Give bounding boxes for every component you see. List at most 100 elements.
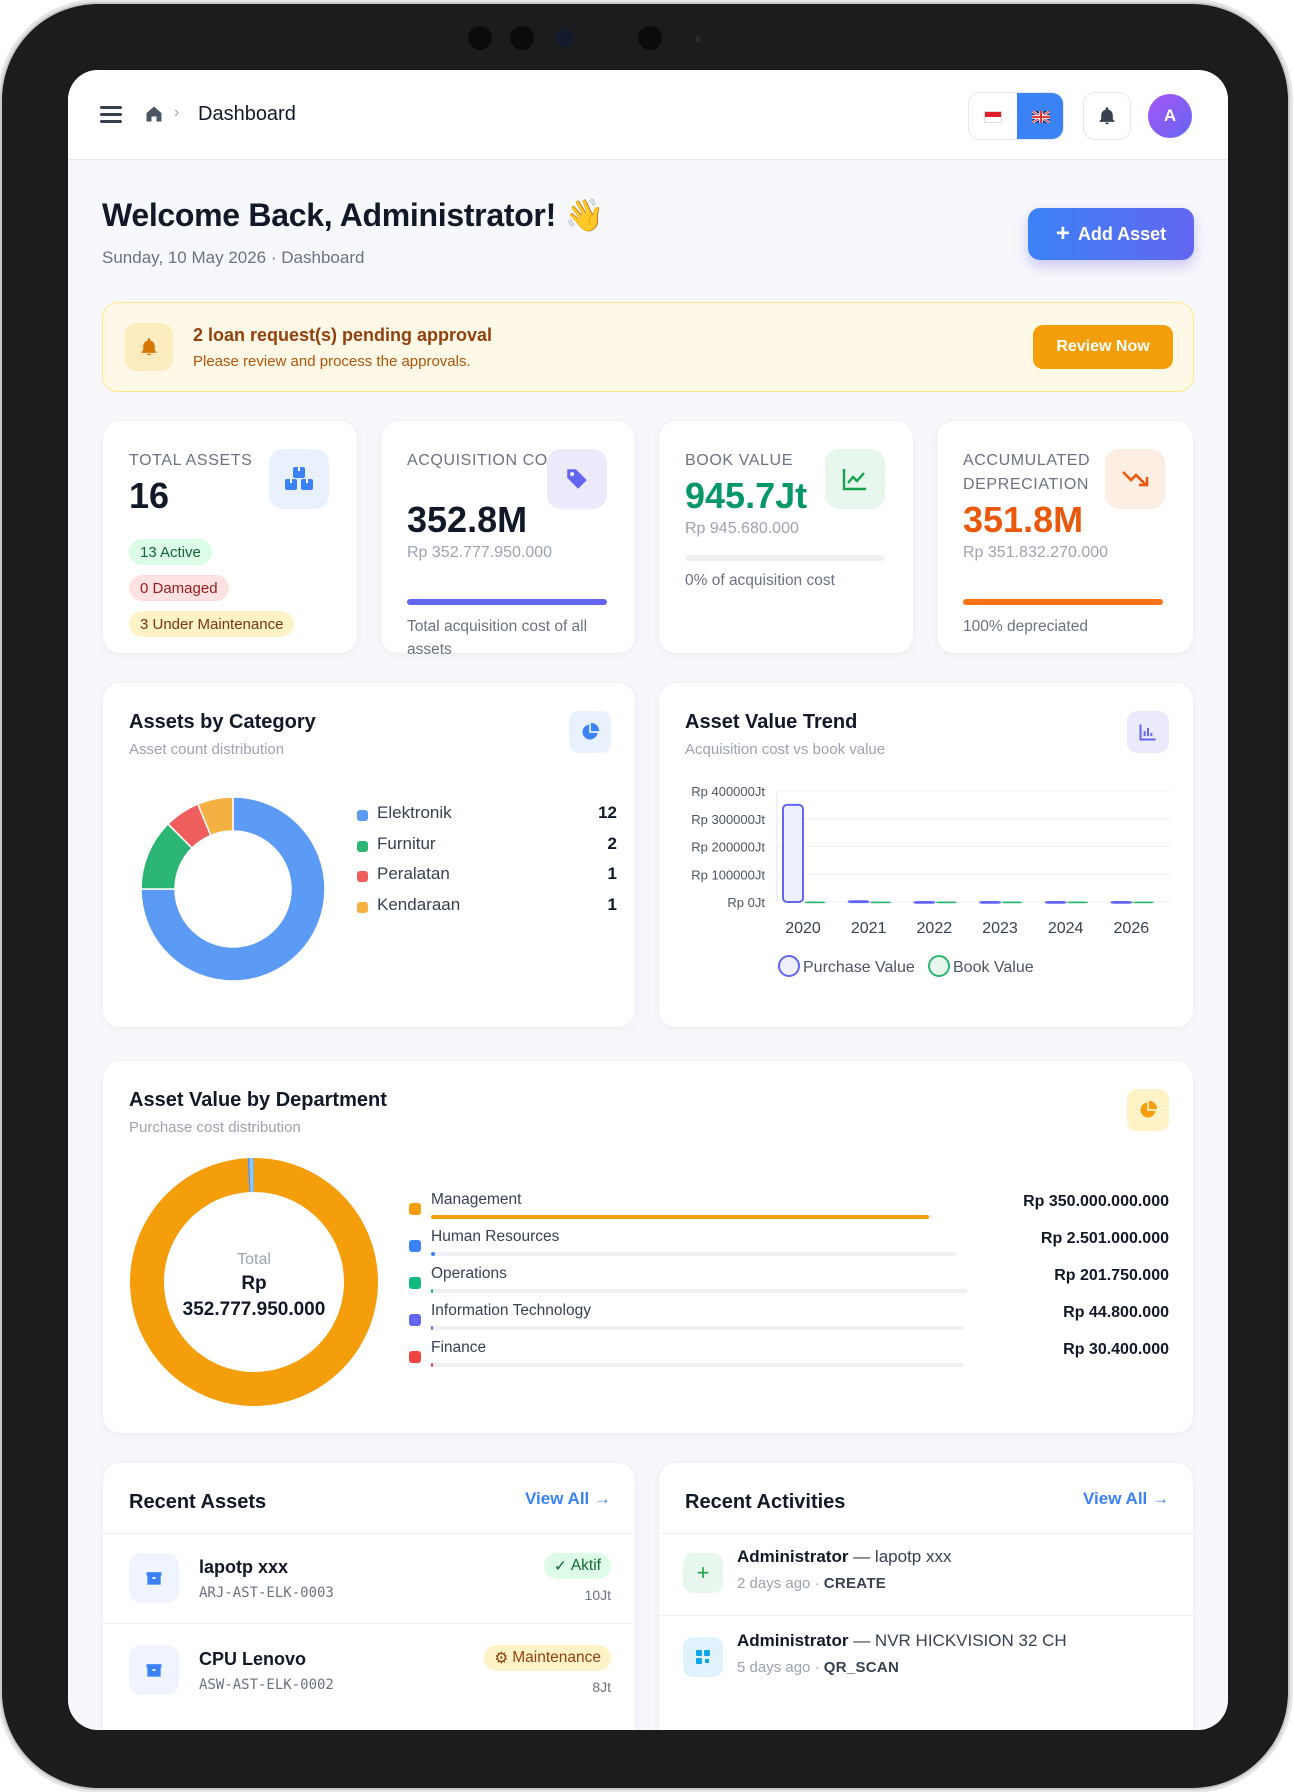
legend-swatch xyxy=(357,840,368,852)
section-title: Recent Activities xyxy=(685,1491,846,1513)
menu-icon[interactable] xyxy=(100,106,122,123)
home-icon[interactable] xyxy=(144,104,164,124)
activity-text: Administrator — lapotp xxx xyxy=(737,1547,951,1567)
stat-value: 352.8M xyxy=(407,499,528,540)
active-chip: 13 Active xyxy=(129,539,212,565)
asset-code: ASW-AST-ELK-0002 xyxy=(199,1677,334,1693)
section-subtitle: Asset count distribution xyxy=(129,741,285,758)
maintenance-chip: 3 Under Maintenance xyxy=(129,611,295,637)
divider xyxy=(103,1533,635,1534)
chart-line-icon xyxy=(825,449,885,509)
trend-down-icon xyxy=(1105,449,1165,509)
assets-by-category-card: Assets by Category Asset count distribut… xyxy=(102,682,636,1028)
legend-swatch xyxy=(357,871,368,882)
x-tick-label: 2023 xyxy=(982,920,1018,937)
total-currency: Rp xyxy=(241,1273,267,1294)
legend-count: 12 xyxy=(598,803,617,822)
page-title: Welcome Back, Administrator! 👋 xyxy=(102,196,604,234)
indonesia-flag-icon xyxy=(984,111,1002,123)
plus-icon: + xyxy=(1055,220,1070,247)
legend-marker xyxy=(778,955,800,977)
department-row: Finance Rp 30.400.000 xyxy=(409,1339,1169,1379)
legend-label: Book Value xyxy=(953,959,1034,976)
bar-book-value xyxy=(870,901,892,904)
user-avatar[interactable]: A xyxy=(1148,94,1192,138)
department-row: Information Technology Rp 44.800.000 xyxy=(409,1302,1169,1342)
pie-chart-icon[interactable] xyxy=(569,711,611,753)
view-all-activities-link[interactable]: View All → xyxy=(1083,1489,1169,1508)
view-all-assets-link[interactable]: View All → xyxy=(525,1489,611,1508)
department-bar-track xyxy=(431,1215,933,1219)
tag-icon xyxy=(547,449,607,509)
status-badge: ⚙ Maintenance xyxy=(484,1645,611,1671)
activity-user: Administrator xyxy=(737,1631,849,1650)
legend-swatch xyxy=(357,810,368,821)
donut-slice xyxy=(196,796,234,837)
department-value: Rp 350.000.000.000 xyxy=(1023,1193,1169,1210)
boxes-icon xyxy=(269,449,329,509)
x-tick-label: 2021 xyxy=(851,920,887,937)
asset-value: 8Jt xyxy=(592,1679,611,1695)
legend-swatch xyxy=(409,1351,421,1363)
camera-sensor xyxy=(638,26,662,50)
bell-icon xyxy=(1099,107,1115,125)
breadcrumb-current: Dashboard xyxy=(198,103,296,125)
language-id-button[interactable] xyxy=(969,93,1017,139)
stat-card-depreciation: ACCUMULATED DEPRECIATION 351.8M Rp 351.8… xyxy=(936,420,1194,654)
date-line: Sunday, 10 May 2026 · Dashboard xyxy=(102,248,364,268)
department-name: Management xyxy=(431,1191,522,1208)
activity-action: CREATE xyxy=(823,1575,887,1592)
progress-bar xyxy=(685,555,885,561)
stat-value: 945.7Jt xyxy=(685,475,808,516)
bar-purchase-value xyxy=(1044,900,1067,904)
legend-item: Furnitur 2 xyxy=(357,834,617,858)
activity-user: Administrator xyxy=(737,1547,849,1566)
activity-meta: 2 days ago · CREATE xyxy=(737,1575,886,1592)
activity-time: 5 days ago xyxy=(737,1659,811,1676)
progress-bar xyxy=(963,599,1163,605)
divider xyxy=(659,1615,1193,1616)
stat-foot: 100% depreciated xyxy=(963,618,1088,635)
pie-chart-icon[interactable] xyxy=(1127,1089,1169,1131)
date-separator: · xyxy=(270,248,277,267)
asset-name[interactable]: CPU Lenovo xyxy=(199,1649,307,1669)
department-bar-track xyxy=(431,1252,956,1256)
language-en-button[interactable] xyxy=(1017,93,1063,139)
status-badge: ✓ Aktif xyxy=(543,1553,611,1579)
stat-sub: Rp 945.680.000 xyxy=(685,520,799,537)
department-bar-fill xyxy=(431,1363,434,1367)
review-now-button[interactable]: Review Now xyxy=(1033,325,1173,369)
activity-meta: 5 days ago · QR_SCAN xyxy=(737,1659,899,1676)
legend-item: Elektronik 12 xyxy=(357,803,617,827)
bar-book-value xyxy=(1132,901,1154,904)
activity-text: Administrator — NVR HICKVISION 32 CH xyxy=(737,1631,1067,1651)
department-name: Human Resources xyxy=(431,1228,560,1245)
department-bar-fill xyxy=(431,1215,929,1219)
legend-label: Purchase Value xyxy=(803,959,915,976)
box-icon xyxy=(129,1553,179,1603)
stat-card-book-value: BOOK VALUE 945.7Jt Rp 945.680.000 0% of … xyxy=(658,420,914,654)
stat-sub: Rp 352.777.950.000 xyxy=(407,544,553,561)
bar-purchase-value xyxy=(913,900,936,904)
current-date: Sunday, 10 May 2026 xyxy=(102,248,267,267)
stat-foot: 0% of acquisition cost xyxy=(685,572,835,589)
activity-separator: · xyxy=(814,1659,820,1676)
camera-dot xyxy=(695,36,701,42)
department-bar-track xyxy=(431,1326,963,1330)
legend-count: 2 xyxy=(607,833,617,853)
y-tick-label: Rp 200000Jt xyxy=(691,840,765,855)
section-subtitle: Purchase cost distribution xyxy=(129,1119,301,1136)
welcome-text: Welcome Back, Administrator! xyxy=(102,197,556,233)
add-asset-button[interactable]: + Add Asset xyxy=(1028,208,1194,260)
stat-sub: Rp 351.832.270.000 xyxy=(963,544,1109,561)
bar-chart-icon[interactable] xyxy=(1127,711,1169,753)
notification-button[interactable] xyxy=(1083,92,1131,140)
damaged-chip: 0 Damaged xyxy=(129,575,229,601)
bar-book-value xyxy=(1001,901,1023,904)
x-tick-label: 2026 xyxy=(1114,920,1150,937)
x-tick-label: 2024 xyxy=(1048,920,1084,937)
asset-name[interactable]: lapotp xxx xyxy=(199,1557,289,1577)
activity-action: QR_SCAN xyxy=(823,1659,900,1676)
department-row: Operations Rp 201.750.000 xyxy=(409,1265,1169,1305)
donut-slice xyxy=(249,1158,254,1193)
